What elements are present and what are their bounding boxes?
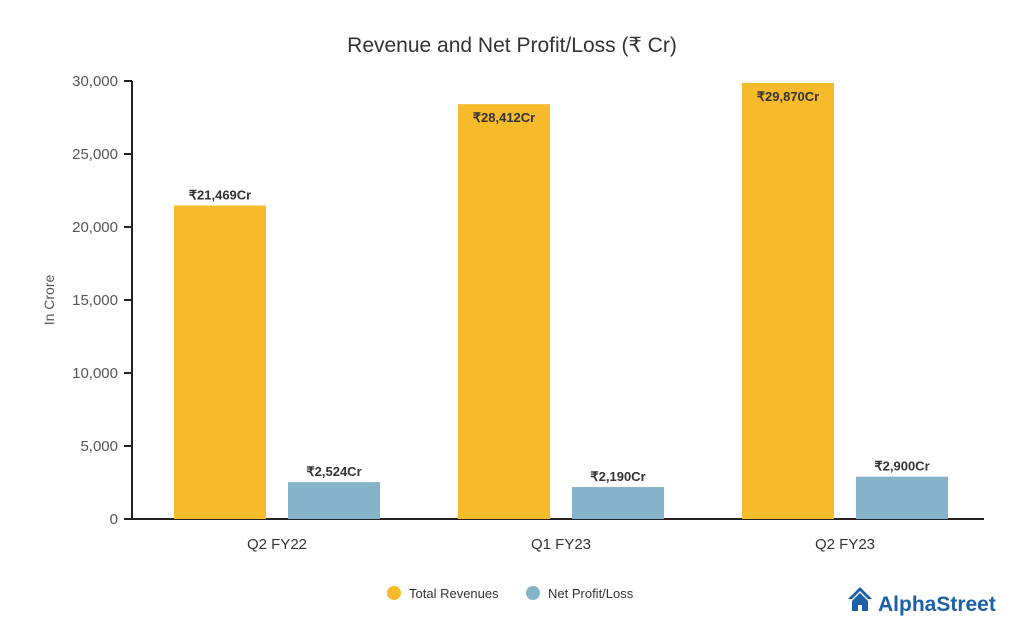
y-tick-label: 20,000 xyxy=(72,219,118,236)
data-label: ₹2,900Cr xyxy=(874,459,929,474)
bar xyxy=(174,205,266,519)
bar xyxy=(288,482,380,519)
y-tick-label: 10,000 xyxy=(72,365,118,382)
bar xyxy=(742,82,834,519)
plot-area: 0 5,000 10,000 15,000 20,000 25,000 30,000 ₹21,… xyxy=(72,73,984,553)
data-label: ₹2,190Cr xyxy=(590,469,645,484)
y-tick-label: 30,000 xyxy=(72,73,118,90)
x-tick-label: Q2 FY22 xyxy=(247,536,307,553)
data-label: ₹21,469Cr xyxy=(189,188,251,203)
brand-name: AlphaStreet xyxy=(878,593,996,616)
data-label: ₹2,524Cr xyxy=(306,464,361,479)
bar xyxy=(458,104,550,519)
x-tick-label: Q2 FY23 xyxy=(815,536,875,553)
house-icon xyxy=(848,587,872,611)
data-label: ₹28,412Cr xyxy=(473,110,535,125)
y-tick-label: 25,000 xyxy=(72,146,118,163)
x-tick-label: Q1 FY23 xyxy=(531,536,591,553)
legend: Total Revenues Net Profit/Loss xyxy=(387,586,634,601)
legend-label: Total Revenues xyxy=(409,586,499,601)
data-label: ₹29,870Cr xyxy=(757,89,819,104)
chart-title: Revenue and Net Profit/Loss (₹ Cr) xyxy=(347,34,677,57)
bar xyxy=(572,487,664,519)
legend-marker xyxy=(526,586,540,600)
bar xyxy=(856,476,948,519)
y-tick-label: 5,000 xyxy=(80,438,118,455)
brand-logo: AlphaStreet xyxy=(848,587,996,616)
y-tick-label: 0 xyxy=(110,511,118,528)
legend-label: Net Profit/Loss xyxy=(548,586,634,601)
legend-marker xyxy=(387,586,401,600)
y-axis-label: In Crore xyxy=(41,275,57,326)
y-tick-label: 15,000 xyxy=(72,292,118,309)
